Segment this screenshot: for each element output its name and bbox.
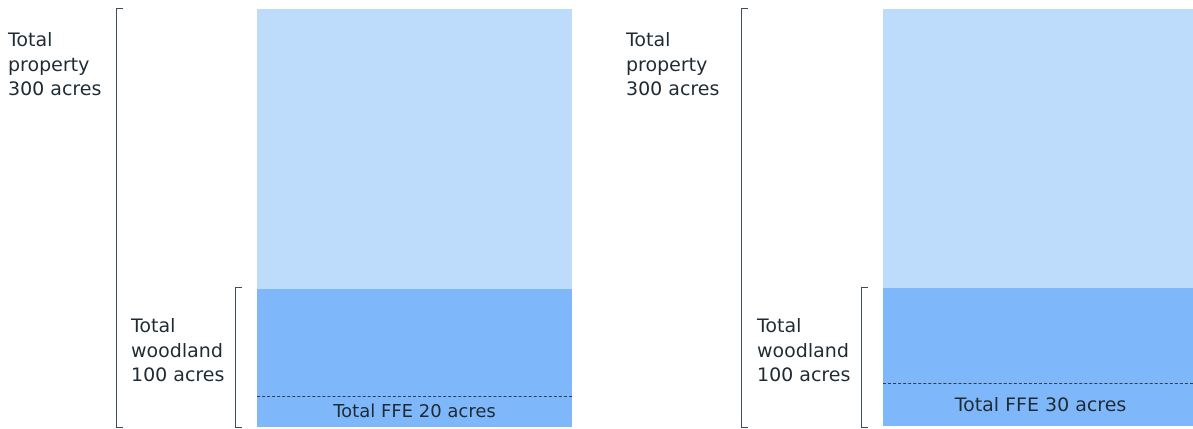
ffe-label: Total FFE 30 acres [954, 394, 1127, 416]
right-panel: Total property 300 acres Total woodland … [620, 0, 1193, 429]
woodland-bracket [861, 287, 868, 428]
woodland-area [257, 289, 572, 427]
property-bracket [116, 8, 123, 428]
total-property-label: Total property 300 acres [626, 29, 720, 100]
total-property-label: Total property 300 acres [8, 29, 102, 100]
total-woodland-label: Total woodland 100 acres [757, 315, 851, 386]
ffe-boundary-line [257, 396, 572, 397]
left-panel: Total property 300 acres Total woodland … [8, 8, 572, 428]
ffe-boundary-line [883, 383, 1193, 384]
property-area [883, 9, 1193, 288]
total-woodland-label: Total woodland 100 acres [131, 315, 225, 386]
woodland-area [883, 288, 1193, 426]
woodland-bracket [235, 287, 242, 428]
property-area [257, 9, 572, 289]
ffe-label: Total FFE 20 acres [333, 401, 496, 422]
property-bracket [741, 8, 748, 428]
